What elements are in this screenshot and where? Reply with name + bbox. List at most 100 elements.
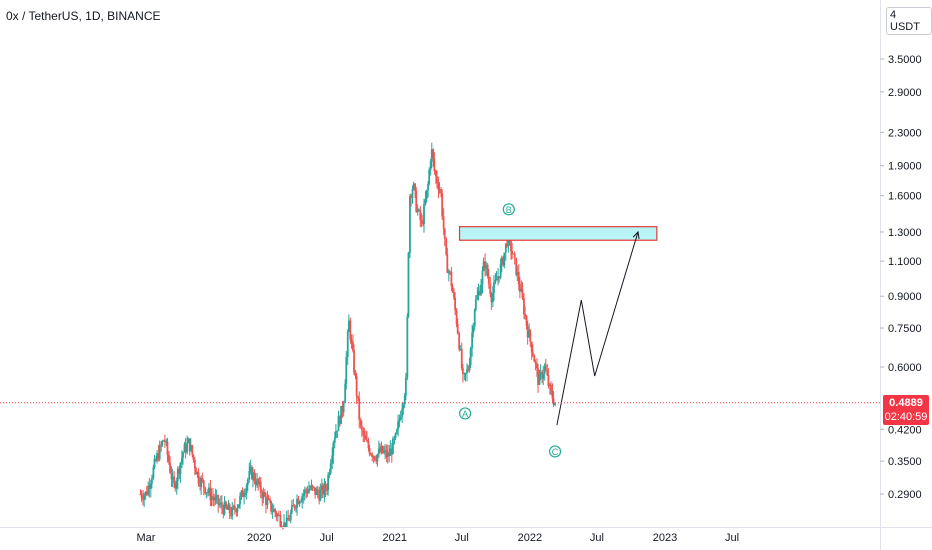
- candle-body: [214, 496, 217, 501]
- candle-body: [349, 320, 352, 340]
- wave-label-circle: [458, 407, 472, 420]
- candle-body: [218, 503, 221, 505]
- candle-body: [143, 495, 146, 500]
- candle-body: [326, 489, 328, 491]
- candle-body: [430, 149, 433, 162]
- candle-body: [250, 466, 253, 479]
- candle-body: [327, 474, 330, 491]
- candle-body: [370, 454, 372, 456]
- candle-body: [225, 501, 227, 507]
- x-tick-label: 2022: [518, 532, 542, 544]
- candle-body: [530, 341, 533, 353]
- candle-body: [515, 257, 518, 275]
- candle-body: [178, 468, 181, 474]
- candle-body: [256, 479, 258, 486]
- x-tick-label: 2021: [383, 532, 407, 544]
- candle-body: [485, 264, 488, 269]
- candle-body: [310, 485, 313, 489]
- candle-body: [197, 472, 200, 484]
- candle-body: [241, 490, 244, 497]
- candle-body: [204, 487, 207, 494]
- candle-body: [228, 504, 231, 514]
- x-tick-label: Jul: [590, 532, 604, 544]
- wave-label-circle: [548, 445, 562, 458]
- candle-body: [352, 341, 354, 351]
- wave-label-b: B: [506, 205, 512, 215]
- candle-body: [151, 478, 153, 484]
- candle-body: [529, 330, 532, 342]
- candle-body: [355, 375, 358, 396]
- y-tick-label: 1.9000: [888, 161, 922, 173]
- candle-body: [384, 450, 387, 452]
- currency-badge[interactable]: 4 USDT: [886, 7, 932, 35]
- candle-body: [506, 243, 508, 247]
- candle-body: [360, 425, 363, 430]
- candle-body: [307, 488, 310, 494]
- candle-body: [341, 405, 344, 413]
- candle-body: [161, 441, 164, 446]
- candle-body: [518, 283, 521, 292]
- candle-body: [192, 454, 195, 460]
- candle-body: [258, 481, 261, 485]
- x-tick-label: Jul: [725, 532, 739, 544]
- candle-body: [342, 402, 345, 413]
- projection-path: [556, 231, 639, 426]
- candle-body: [359, 419, 362, 426]
- candle-body: [396, 429, 398, 434]
- candle-body: [280, 526, 283, 528]
- candle-body: [417, 209, 420, 211]
- candle-body: [249, 466, 252, 471]
- candle-body: [498, 276, 501, 278]
- candle-body: [147, 485, 150, 495]
- candle-body: [270, 501, 273, 512]
- candle-body: [284, 522, 287, 527]
- candle-body: [460, 348, 463, 369]
- candle-body: [144, 491, 147, 496]
- candle-body: [233, 506, 236, 510]
- candle-body: [295, 507, 297, 509]
- candle-body: [397, 421, 399, 430]
- candle-body: [165, 441, 168, 443]
- candle-body: [318, 493, 321, 501]
- candle-body: [474, 299, 477, 310]
- candle-body: [375, 460, 378, 462]
- symbol-title: 0x / TetherUS, 1D, BINANCE: [6, 9, 161, 23]
- candle-body: [344, 383, 347, 403]
- candle-body: [277, 514, 280, 516]
- y-tick-label: 2.3000: [888, 127, 922, 139]
- candle-body: [554, 402, 556, 405]
- candle-body: [282, 528, 284, 530]
- candle-body: [305, 489, 308, 492]
- x-tick-label: 2023: [653, 532, 677, 544]
- candle-body: [347, 320, 350, 332]
- candle-body: [253, 472, 256, 482]
- x-tick-label: Jul: [320, 532, 334, 544]
- candle-body: [263, 492, 266, 497]
- candle-body: [390, 448, 393, 455]
- candle-body: [191, 445, 194, 455]
- bar-countdown: 02:40:59: [884, 410, 928, 423]
- y-tick-label: 0.6000: [888, 362, 922, 374]
- candle-body: [319, 489, 322, 501]
- candle-body: [306, 491, 309, 494]
- candle-body: [292, 505, 295, 507]
- candle-body: [531, 352, 534, 356]
- candle-body: [386, 452, 389, 458]
- candle-body: [140, 494, 143, 498]
- candle-body: [212, 496, 214, 499]
- candle-body: [469, 348, 472, 366]
- y-tick-label: 2.9000: [888, 87, 922, 99]
- candle-body: [406, 316, 409, 378]
- candle-body: [297, 498, 300, 504]
- candle-body: [528, 330, 531, 338]
- candle-body: [453, 292, 455, 298]
- candle-body: [285, 517, 288, 527]
- y-tick-label: 0.4200: [888, 424, 922, 436]
- last-price-tag: 0.4889 02:40:59: [883, 394, 929, 425]
- candle-body: [495, 279, 498, 281]
- candle-body: [407, 252, 410, 317]
- candle-body: [301, 495, 304, 502]
- candle-body: [447, 271, 450, 273]
